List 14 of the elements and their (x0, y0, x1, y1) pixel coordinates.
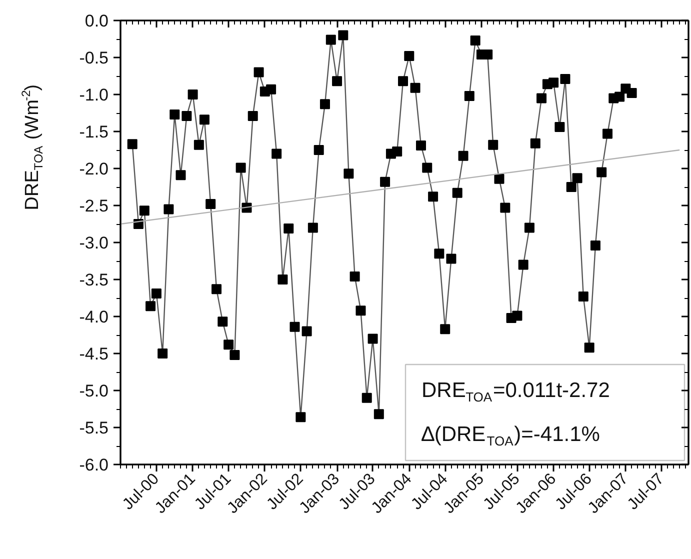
y-tick-label: -6.0 (79, 456, 109, 474)
y-tick-label: -5.5 (79, 418, 109, 438)
y-tick-label: -5.0 (79, 382, 109, 400)
y-tick-label: -1.0 (79, 86, 109, 104)
y-axis-title: DRETOA (Wm-2) (18, 84, 46, 210)
y-tick-label: -4.0 (79, 308, 109, 326)
y-tick-label: 0.0 (84, 12, 109, 30)
y-tick-label: -3.0 (79, 234, 109, 252)
y-tick-label: -3.5 (79, 270, 109, 290)
y-tick-label: -2.5 (79, 196, 109, 216)
y-tick-label: -0.5 (79, 48, 109, 68)
y-tick-label: -1.5 (79, 122, 109, 142)
y-tick-label: -2.0 (79, 160, 109, 178)
y-tick-label: -4.5 (79, 344, 109, 364)
